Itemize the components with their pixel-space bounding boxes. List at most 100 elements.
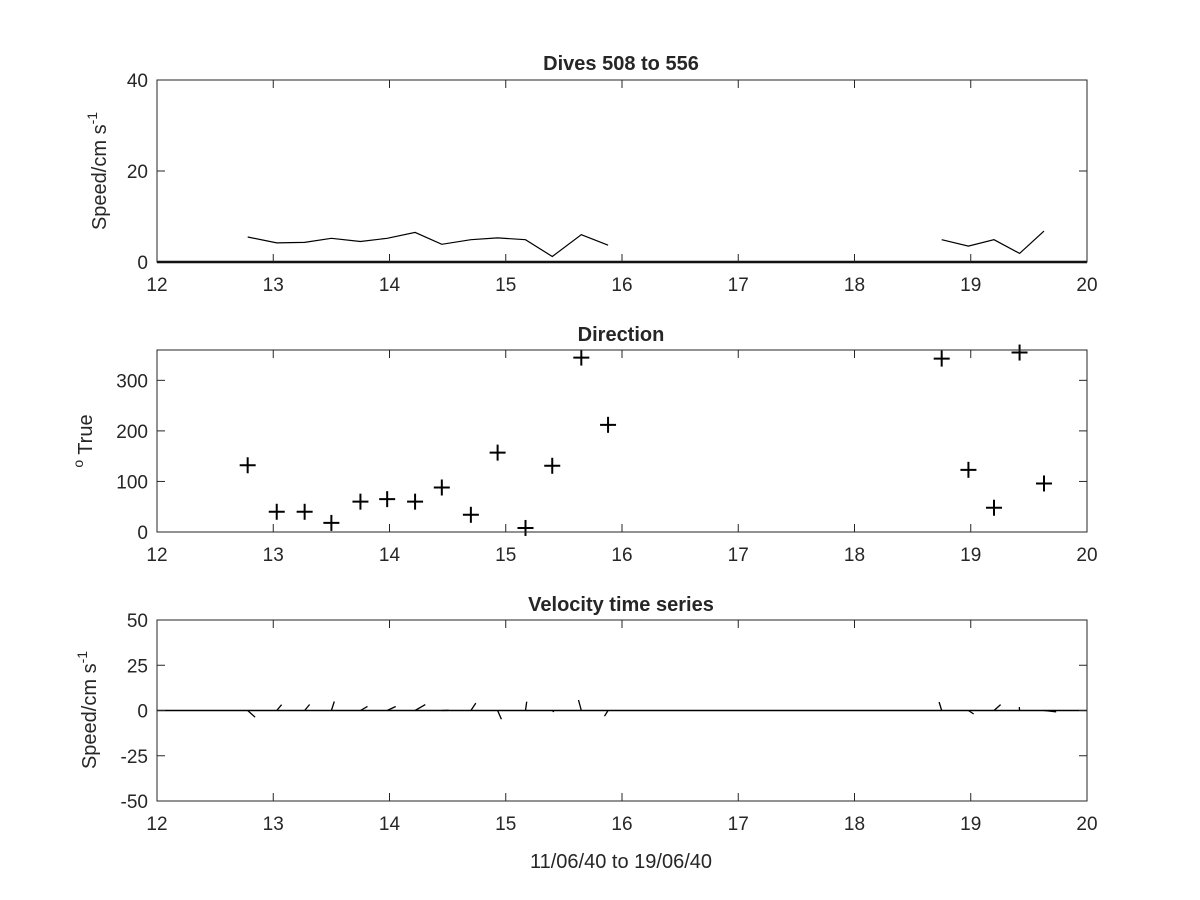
direction-point [1035,475,1052,492]
speed-xtick-label: 18 [844,275,865,296]
velocity-ylabel-sup: -1 [74,651,90,664]
direction-title: Direction [578,324,665,346]
speed-xtick-label: 17 [728,275,749,296]
direction-ylabel-sup: o [70,460,86,468]
velocity-vector [330,701,335,711]
direction-point [462,506,479,523]
velocity-ylabel-group: Speed/cm s-1 [74,651,101,769]
velocity-vector [577,699,582,711]
velocity-ytick-label: -50 [121,792,148,813]
speed-panel: Dives 508 to 556 12 13 14 15 16 17 18 19 20 0 20 40… [84,53,1098,296]
velocity-xlabel: 11/06/40 to 19/06/40 [530,851,712,873]
direction-xtick-label: 14 [379,545,401,566]
velocity-vector [968,709,975,715]
velocity-title: Velocity time series [528,594,714,616]
direction-point [573,349,590,366]
direction-ylabel-group: o True [70,414,97,467]
direction-point [986,499,1002,516]
direction-point [407,493,424,510]
velocity-vector [386,705,396,712]
speed-ylabel-sup: -1 [84,112,100,125]
velocity-vector [524,701,528,711]
speed-xtick-label: 15 [495,275,516,296]
velocity-xtick-label: 17 [728,814,749,835]
speed-xtick-label: 13 [263,275,284,296]
speed-xtick-label: 12 [146,275,167,296]
direction-series [239,344,1052,536]
velocity-vector [603,710,609,717]
velocity-vector [551,710,555,713]
direction-ylabel: o True [70,414,97,467]
velocity-vector [276,704,283,711]
velocity-xtick-label: 13 [263,814,284,835]
direction-point [239,457,256,474]
velocity-ticks: 12 13 14 15 16 17 18 19 20 -50 -25 0 25 50 [121,611,1098,835]
velocity-xtick-label: 16 [611,814,632,835]
velocity-xtick-label: 14 [379,814,401,835]
direction-xtick-label: 19 [960,545,981,566]
velocity-xtick-label: 18 [844,814,865,835]
velocity-vector [247,710,256,718]
velocity-vector [360,705,368,712]
speed-ylabel-group: Speed/cm s-1 [84,112,111,230]
direction-xtick-label: 20 [1076,545,1097,566]
direction-xtick-label: 16 [611,545,632,566]
direction-ytick-label: 200 [116,422,148,443]
direction-ytick-label: 300 [116,371,148,392]
velocity-xtick-label: 19 [960,814,981,835]
speed-axes-frame [156,79,1088,263]
velocity-vector [304,704,311,711]
speed-xtick-label: 16 [611,275,632,296]
velocity-ytick-label: 50 [127,611,148,632]
direction-xtick-label: 18 [844,545,865,566]
velocity-vector [497,710,502,720]
direction-xtick-label: 12 [146,545,167,566]
velocity-panel: Velocity time series 12 13 14 15 16 17 18 19 20 -… [74,594,1098,873]
velocity-vector [414,704,426,712]
speed-ytick-label: 0 [137,253,148,274]
velocity-xtick-label: 15 [495,814,516,835]
speed-ytick-label: 20 [127,162,148,183]
direction-point [352,493,369,510]
velocity-ytick-label: 0 [137,702,148,723]
direction-point [489,444,506,461]
speed-xtick-label: 14 [379,275,401,296]
velocity-ytick-label: -25 [121,747,148,768]
speed-ylabel: Speed/cm s-1 [84,112,111,230]
direction-axes-frame [156,349,1088,533]
direction-point [296,503,313,520]
velocity-vector [993,704,1002,711]
direction-ylabel-text: True [75,414,97,454]
direction-point [433,479,450,496]
speed-xtick-label: 19 [960,275,981,296]
direction-point [268,503,285,520]
velocity-vector [470,702,477,711]
velocity-ylabel-text: Speed/cm s [79,663,101,769]
direction-xtick-label: 17 [728,545,749,566]
speed-ylabel-text: Speed/cm s [89,124,111,230]
velocity-vector [1043,709,1057,713]
speed-series-line-0 [247,231,609,258]
speed-xtick-label: 20 [1076,275,1097,296]
speed-title: Dives 508 to 556 [543,53,699,75]
speed-series-line-1 [941,230,1045,255]
velocity-vector [938,701,943,711]
velocity-xtick-label: 12 [146,814,167,835]
direction-point [960,461,977,478]
velocity-ylabel: Speed/cm s-1 [74,651,101,769]
direction-point [544,457,561,474]
speed-ticks: 12 13 14 15 16 17 18 19 20 0 20 40 [127,71,1098,296]
velocity-series [157,699,1087,720]
velocity-xtick-label: 20 [1076,814,1097,835]
direction-point [517,519,534,536]
direction-point [600,416,617,433]
direction-point [933,350,950,367]
speed-ytick-label: 40 [127,71,148,92]
direction-point [1011,344,1028,361]
direction-xtick-label: 13 [263,545,284,566]
direction-point [379,491,396,508]
direction-point [323,514,340,531]
